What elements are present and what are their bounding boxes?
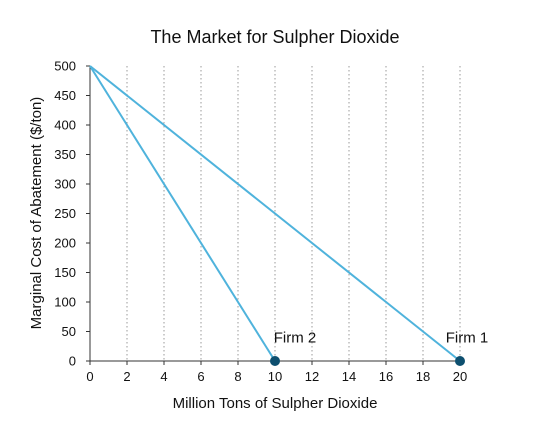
x-tick-label: 20 (453, 369, 467, 384)
x-tick-label: 10 (268, 369, 282, 384)
x-axis-label: Million Tons of Sulpher Dioxide (173, 395, 378, 412)
y-axis-label: Marginal Cost of Abatement ($/ton) (28, 97, 45, 330)
x-tick-label: 2 (123, 369, 130, 384)
x-tick-label: 16 (379, 369, 393, 384)
marker-layer (270, 356, 465, 366)
y-tick-label: 400 (54, 118, 76, 133)
x-tick-label: 8 (234, 369, 241, 384)
x-tick-label: 12 (305, 369, 319, 384)
chart-title: The Market for Sulpher Dioxide (150, 27, 399, 47)
firm-2-annotation: Firm 2 (274, 329, 317, 346)
y-tick-label: 100 (54, 295, 76, 310)
firm-2-line (89, 65, 276, 362)
firm-1-annotation: Firm 1 (446, 329, 489, 346)
annotation-layer: Firm 2 Firm 1 (274, 329, 489, 346)
x-tick-label: 4 (160, 369, 167, 384)
series-layer (89, 65, 461, 362)
y-tick-label: 500 (54, 59, 76, 74)
y-tick-label: 300 (54, 177, 76, 192)
y-tick-label: 450 (54, 88, 76, 103)
y-tick-label: 200 (54, 236, 76, 251)
data-point-marker (270, 356, 280, 366)
y-tick-label: 50 (62, 324, 76, 339)
y-tick-label: 250 (54, 206, 76, 221)
x-tick-label: 14 (342, 369, 356, 384)
y-tick-label: 0 (69, 354, 76, 369)
x-tick-label: 18 (416, 369, 430, 384)
firm-1-line (89, 65, 461, 362)
tick-layer: 0 2 4 6 8 10 12 14 16 18 2005010015020025030035040… (54, 59, 467, 385)
grid-layer (126, 66, 461, 361)
x-tick-label: 0 (86, 369, 93, 384)
y-tick-label: 150 (54, 265, 76, 280)
y-tick-label: 350 (54, 147, 76, 162)
x-tick-label: 6 (197, 369, 204, 384)
data-point-marker (455, 356, 465, 366)
